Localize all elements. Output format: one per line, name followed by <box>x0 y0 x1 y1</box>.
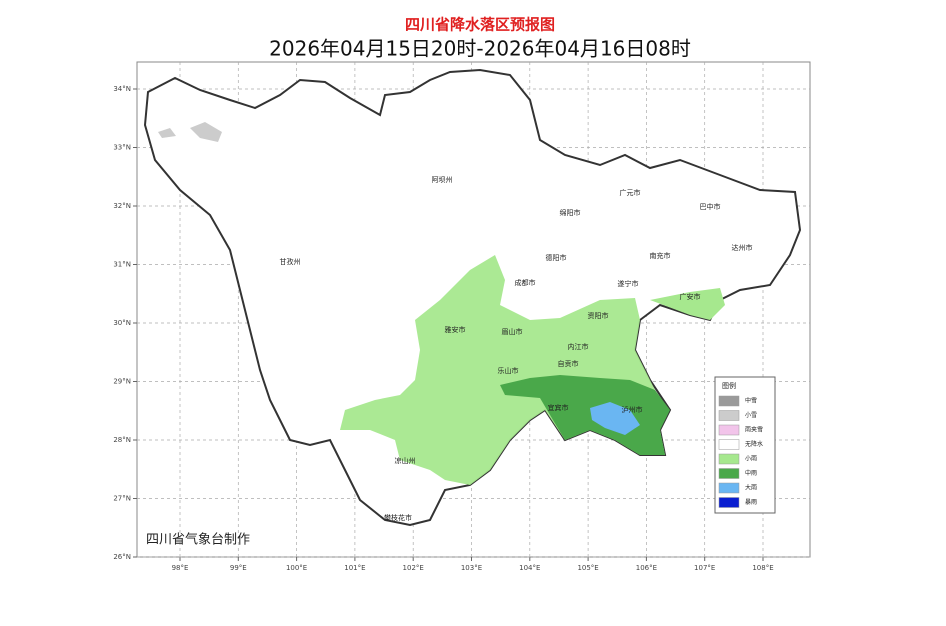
x-tick-label: 100°E <box>286 564 307 572</box>
legend-label: 大雨 <box>745 484 757 492</box>
city-label: 攀枝花市 <box>384 513 412 522</box>
city-label: 自贡市 <box>558 359 579 368</box>
city-label: 雅安市 <box>445 325 466 334</box>
x-tick-label: 103°E <box>461 564 482 572</box>
x-tick-label: 108°E <box>752 564 773 572</box>
legend-label: 中雨 <box>745 469 757 477</box>
city-label: 宜宾市 <box>548 403 569 412</box>
legend-swatch <box>718 482 740 494</box>
map-title: 四川省降水落区预报图 <box>405 16 555 34</box>
city-label: 广元市 <box>620 188 641 197</box>
legend-swatch <box>718 439 740 450</box>
city-label: 内江市 <box>568 342 589 351</box>
snow-area <box>158 122 222 142</box>
legend-swatch <box>718 424 740 436</box>
x-tick-label: 104°E <box>519 564 540 572</box>
legend-swatch <box>718 468 740 479</box>
y-tick-label: 26°N <box>113 553 131 561</box>
y-tick-label: 33°N <box>113 144 131 152</box>
legend-label: 暴雨 <box>745 499 757 506</box>
x-tick-label: 101°E <box>344 564 365 572</box>
legend-label: 小雪 <box>745 411 757 419</box>
moderate-rain-area <box>500 375 670 455</box>
heavy-rain-area <box>590 402 640 435</box>
city-label: 眉山市 <box>502 327 523 336</box>
legend-label: 中雪 <box>745 397 757 405</box>
y-tick-label: 29°N <box>113 378 131 386</box>
x-tick-label: 102°E <box>403 564 424 572</box>
x-tick-label: 99°E <box>230 564 247 572</box>
legend-label: 无降水 <box>745 440 763 448</box>
light-rain-area <box>650 288 725 320</box>
city-label: 德阳市 <box>546 253 567 262</box>
map-subtitle: 2026年04月15日20时-2026年04月16日08时 <box>269 37 691 61</box>
legend-title: 图例 <box>722 381 736 390</box>
city-label: 巴中市 <box>700 202 721 211</box>
city-label: 阿坝州 <box>432 175 453 184</box>
city-label: 乐山市 <box>498 366 519 375</box>
city-label: 达州市 <box>732 243 753 252</box>
x-tick-label: 105°E <box>577 564 598 572</box>
x-tick-label: 98°E <box>172 564 189 572</box>
legend-label: 小雨 <box>745 455 757 463</box>
city-labels: 阿坝州 甘孜州 绵阳市 广元市 巴中市 达州市 南充市 德阳市 成都市 遂宁市 … <box>280 175 753 522</box>
x-tick-label: 107°E <box>694 564 715 572</box>
y-tick-label: 34°N <box>113 85 131 93</box>
city-label: 遂宁市 <box>618 279 639 288</box>
city-label: 凉山州 <box>395 456 416 465</box>
y-tick-label: 30°N <box>113 319 131 327</box>
legend-swatch <box>718 497 740 508</box>
y-tick-label: 28°N <box>113 436 131 444</box>
legend-swatch <box>718 410 740 421</box>
city-label: 泸州市 <box>622 405 643 414</box>
legend-label: 雨夹雪 <box>745 426 763 434</box>
city-label: 广安市 <box>680 292 701 301</box>
city-label: 成都市 <box>515 278 536 287</box>
city-label: 资阳市 <box>588 311 609 320</box>
legend-swatch <box>718 453 740 465</box>
y-tick-label: 27°N <box>113 495 131 503</box>
x-tick-label: 106°E <box>636 564 657 572</box>
y-tick-label: 32°N <box>113 202 131 210</box>
city-label: 南充市 <box>650 251 671 260</box>
city-label: 甘孜州 <box>280 257 301 266</box>
credit: 四川省气象台制作 <box>146 532 250 548</box>
legend-swatch <box>718 395 740 407</box>
y-tick-label: 31°N <box>113 261 131 269</box>
city-label: 绵阳市 <box>560 208 581 217</box>
